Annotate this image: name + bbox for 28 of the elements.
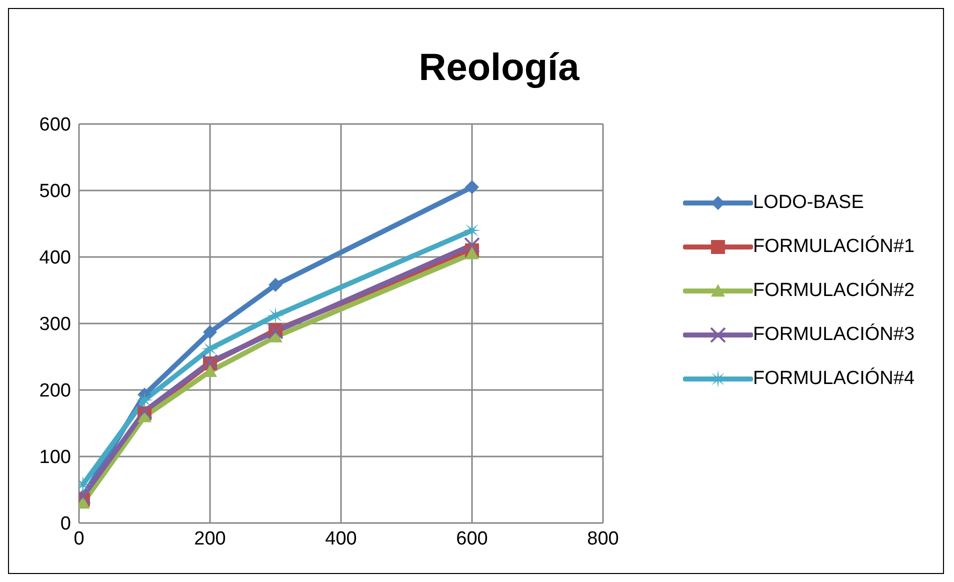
- y-tick-label: 300: [39, 314, 71, 336]
- y-tick-label: 600: [39, 114, 71, 136]
- y-tick-label: 500: [39, 181, 71, 202]
- x-tick-label: 200: [194, 528, 226, 550]
- point: [465, 246, 479, 260]
- x-tick-label: 400: [325, 528, 357, 550]
- x-tick-label: 600: [456, 528, 488, 550]
- y-tick-label: 100: [39, 447, 71, 468]
- x-tick-label: 800: [587, 528, 619, 550]
- point: [465, 180, 479, 194]
- point: [136, 390, 154, 409]
- point: [266, 306, 284, 325]
- point: [464, 237, 480, 254]
- legend-label: FORMULACIÓN#1: [753, 236, 915, 258]
- y-tick-label: 0: [60, 514, 71, 535]
- legend-label: LODO-BASE: [753, 192, 864, 214]
- point: [463, 221, 481, 240]
- point: [201, 340, 219, 358]
- legend-label: FORMULACIÓN#2: [753, 280, 915, 302]
- chart-title: Reología: [418, 47, 580, 90]
- x-tick-label: 0: [74, 528, 84, 550]
- point: [136, 403, 152, 420]
- y-tick-label: 200: [39, 380, 71, 402]
- legend-label: FORMULACIÓN#4: [753, 368, 915, 390]
- legend-label: FORMULACIÓN#3: [753, 324, 915, 346]
- point: [268, 278, 282, 292]
- y-tick-label: 400: [39, 248, 71, 269]
- point: [203, 325, 217, 340]
